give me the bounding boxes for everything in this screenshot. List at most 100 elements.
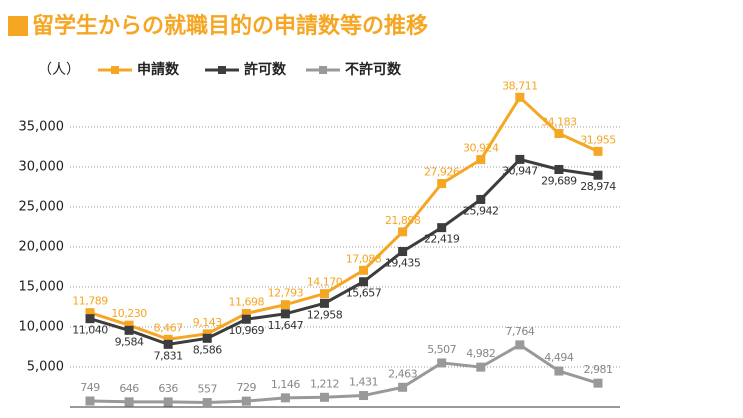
data-label: 10,969 xyxy=(229,324,265,337)
point xyxy=(515,154,525,164)
point xyxy=(554,129,564,139)
data-label: 8,586 xyxy=(193,343,222,356)
data-label: 11,789 xyxy=(72,295,108,308)
data-label: 29,689 xyxy=(541,174,577,187)
point xyxy=(398,227,408,237)
data-label: 25,942 xyxy=(463,204,499,217)
point xyxy=(359,265,369,275)
point xyxy=(280,309,290,319)
point xyxy=(476,155,486,165)
point xyxy=(593,378,603,388)
data-label: 9,143 xyxy=(193,316,222,329)
point xyxy=(241,314,251,324)
data-label: 31,955 xyxy=(580,133,616,146)
data-label: 4,494 xyxy=(544,351,573,364)
data-label: 30,947 xyxy=(502,164,538,177)
y-tick-label: 20,000 xyxy=(19,240,65,255)
chart-title: 留学生からの就職目的の申請数等の推移 xyxy=(32,13,428,39)
data-label: 10,230 xyxy=(111,307,147,320)
data-label: 8,467 xyxy=(154,321,183,334)
data-label: 38,711 xyxy=(502,79,538,92)
point xyxy=(476,194,486,204)
y-tick-label: 10,000 xyxy=(19,320,65,335)
point xyxy=(85,314,95,324)
point xyxy=(554,366,564,376)
data-label: 12,793 xyxy=(268,287,304,300)
point xyxy=(515,340,525,350)
point xyxy=(398,247,408,257)
point xyxy=(319,289,329,299)
data-label: 9,584 xyxy=(115,335,144,348)
point xyxy=(437,358,447,368)
legend-label: 申請数 xyxy=(137,61,180,78)
data-label: 557 xyxy=(197,383,217,396)
point xyxy=(593,146,603,156)
data-label: 14,170 xyxy=(307,276,343,289)
data-label: 11,647 xyxy=(268,319,304,332)
data-label: 21,898 xyxy=(385,214,421,227)
point xyxy=(124,397,134,407)
data-label: 4,982 xyxy=(466,347,495,360)
legend-marker xyxy=(218,66,226,74)
legend-label: 不許可数 xyxy=(345,61,402,78)
y-tick-label: 5,000 xyxy=(27,360,64,375)
data-label: 19,435 xyxy=(385,257,421,270)
point xyxy=(476,362,486,372)
point xyxy=(437,223,447,233)
data-label: 2,463 xyxy=(388,367,417,380)
data-label: 12,958 xyxy=(307,308,343,321)
data-label: 28,974 xyxy=(580,180,616,193)
point xyxy=(124,320,134,330)
point xyxy=(124,325,134,335)
point xyxy=(163,397,173,407)
y-tick-label: 25,000 xyxy=(19,200,65,215)
data-label: 11,040 xyxy=(72,324,108,337)
legend-label: 許可数 xyxy=(244,61,287,78)
series-line xyxy=(89,343,599,405)
point xyxy=(437,179,447,189)
series-line xyxy=(89,94,599,341)
point xyxy=(241,396,251,406)
data-label: 729 xyxy=(237,381,257,394)
data-label: 30,924 xyxy=(463,142,499,155)
data-label: 15,657 xyxy=(346,287,382,300)
y-axis-label: （人） xyxy=(38,62,80,78)
y-tick-label: 15,000 xyxy=(19,280,65,295)
data-label: 11,698 xyxy=(229,295,265,308)
data-label: 27,926 xyxy=(424,166,460,179)
point xyxy=(163,339,173,349)
legend-marker xyxy=(319,66,327,74)
data-label: 1,431 xyxy=(349,376,378,389)
title-marker xyxy=(8,16,28,36)
point xyxy=(593,170,603,180)
data-label: 749 xyxy=(80,381,100,394)
data-label: 34,183 xyxy=(541,116,577,129)
point xyxy=(319,298,329,308)
point xyxy=(85,308,95,318)
data-label: 17,088 xyxy=(346,252,382,265)
data-label: 22,419 xyxy=(424,233,460,246)
data-label: 1,212 xyxy=(310,377,339,390)
point xyxy=(319,392,329,402)
y-tick-label: 30,000 xyxy=(19,160,65,175)
data-label: 7,764 xyxy=(505,325,534,338)
point xyxy=(554,164,564,174)
point xyxy=(398,382,408,392)
point xyxy=(280,393,290,403)
point xyxy=(515,92,525,102)
data-label: 7,831 xyxy=(154,349,183,362)
series-line xyxy=(89,157,599,346)
point xyxy=(85,396,95,406)
data-label: 646 xyxy=(119,382,139,395)
point xyxy=(202,333,212,343)
data-label: 5,507 xyxy=(427,343,456,356)
point xyxy=(202,398,212,408)
data-label: 636 xyxy=(158,382,178,395)
point xyxy=(280,300,290,310)
point xyxy=(241,308,251,318)
legend-marker xyxy=(111,66,119,74)
point xyxy=(359,391,369,401)
point xyxy=(163,334,173,344)
y-tick-label: 35,000 xyxy=(19,120,65,135)
